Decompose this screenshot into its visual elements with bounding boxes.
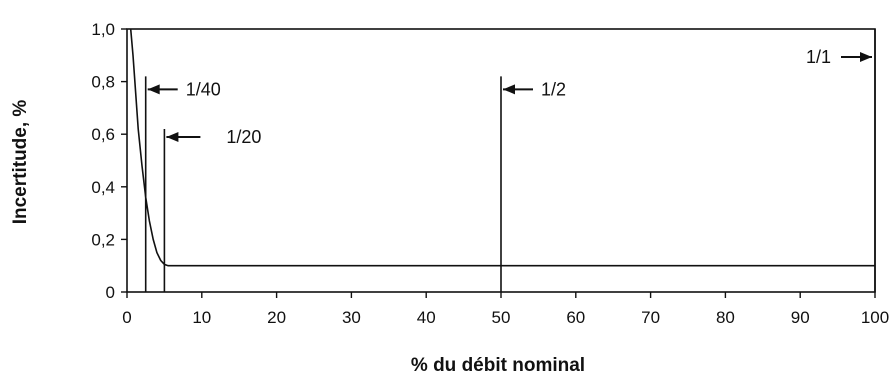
x-tick-label: 30 (342, 308, 361, 327)
y-tick-label: 0,4 (91, 178, 115, 197)
x-axis-ticks: 0 10 20 30 40 50 60 70 80 90 100 (122, 292, 889, 327)
x-tick-label: 70 (641, 308, 660, 327)
uncertainty-curve (129, 28, 875, 267)
marker-1-20: 1/20 (163, 127, 261, 292)
marker-arrow-head (503, 84, 515, 95)
x-tick-label: 40 (417, 308, 436, 327)
y-axis-title: Incertitude, % (10, 100, 31, 225)
x-tick-label: 10 (192, 308, 211, 327)
plot-area (129, 28, 875, 267)
marker-label: 1/20 (226, 127, 261, 147)
marker-1-40: 1/40 (144, 76, 221, 292)
marker-label: 1/1 (806, 47, 831, 67)
y-tick-label: 1,0 (91, 20, 115, 39)
marker-arrow-head (147, 84, 160, 95)
marker-label: 1/40 (186, 79, 221, 99)
y-tick-label: 0,2 (91, 230, 115, 249)
y-axis-ticks: 0 0,2 0,4 0,6 0,8 1,0 (91, 20, 127, 302)
marker-arrow-head (860, 52, 872, 62)
annotations: 1/40 1/20 1/2 1/1 (144, 29, 876, 292)
x-tick-label: 90 (791, 308, 810, 327)
y-tick-label: 0,6 (91, 125, 115, 144)
y-tick-label: 0 (106, 283, 115, 302)
x-axis-title: % du débit nominal (411, 355, 585, 376)
x-tick-label: 60 (566, 308, 585, 327)
y-tick-label: 0,8 (91, 73, 115, 92)
x-tick-label: 100 (861, 308, 889, 327)
marker-label: 1/2 (541, 79, 566, 99)
x-tick-label: 0 (122, 308, 131, 327)
x-tick-label: 80 (716, 308, 735, 327)
marker-1-1: 1/1 (806, 29, 876, 292)
x-tick-label: 20 (267, 308, 286, 327)
marker-1-2: 1/2 (500, 76, 566, 292)
x-tick-label: 50 (492, 308, 511, 327)
marker-arrow-head (166, 131, 179, 142)
